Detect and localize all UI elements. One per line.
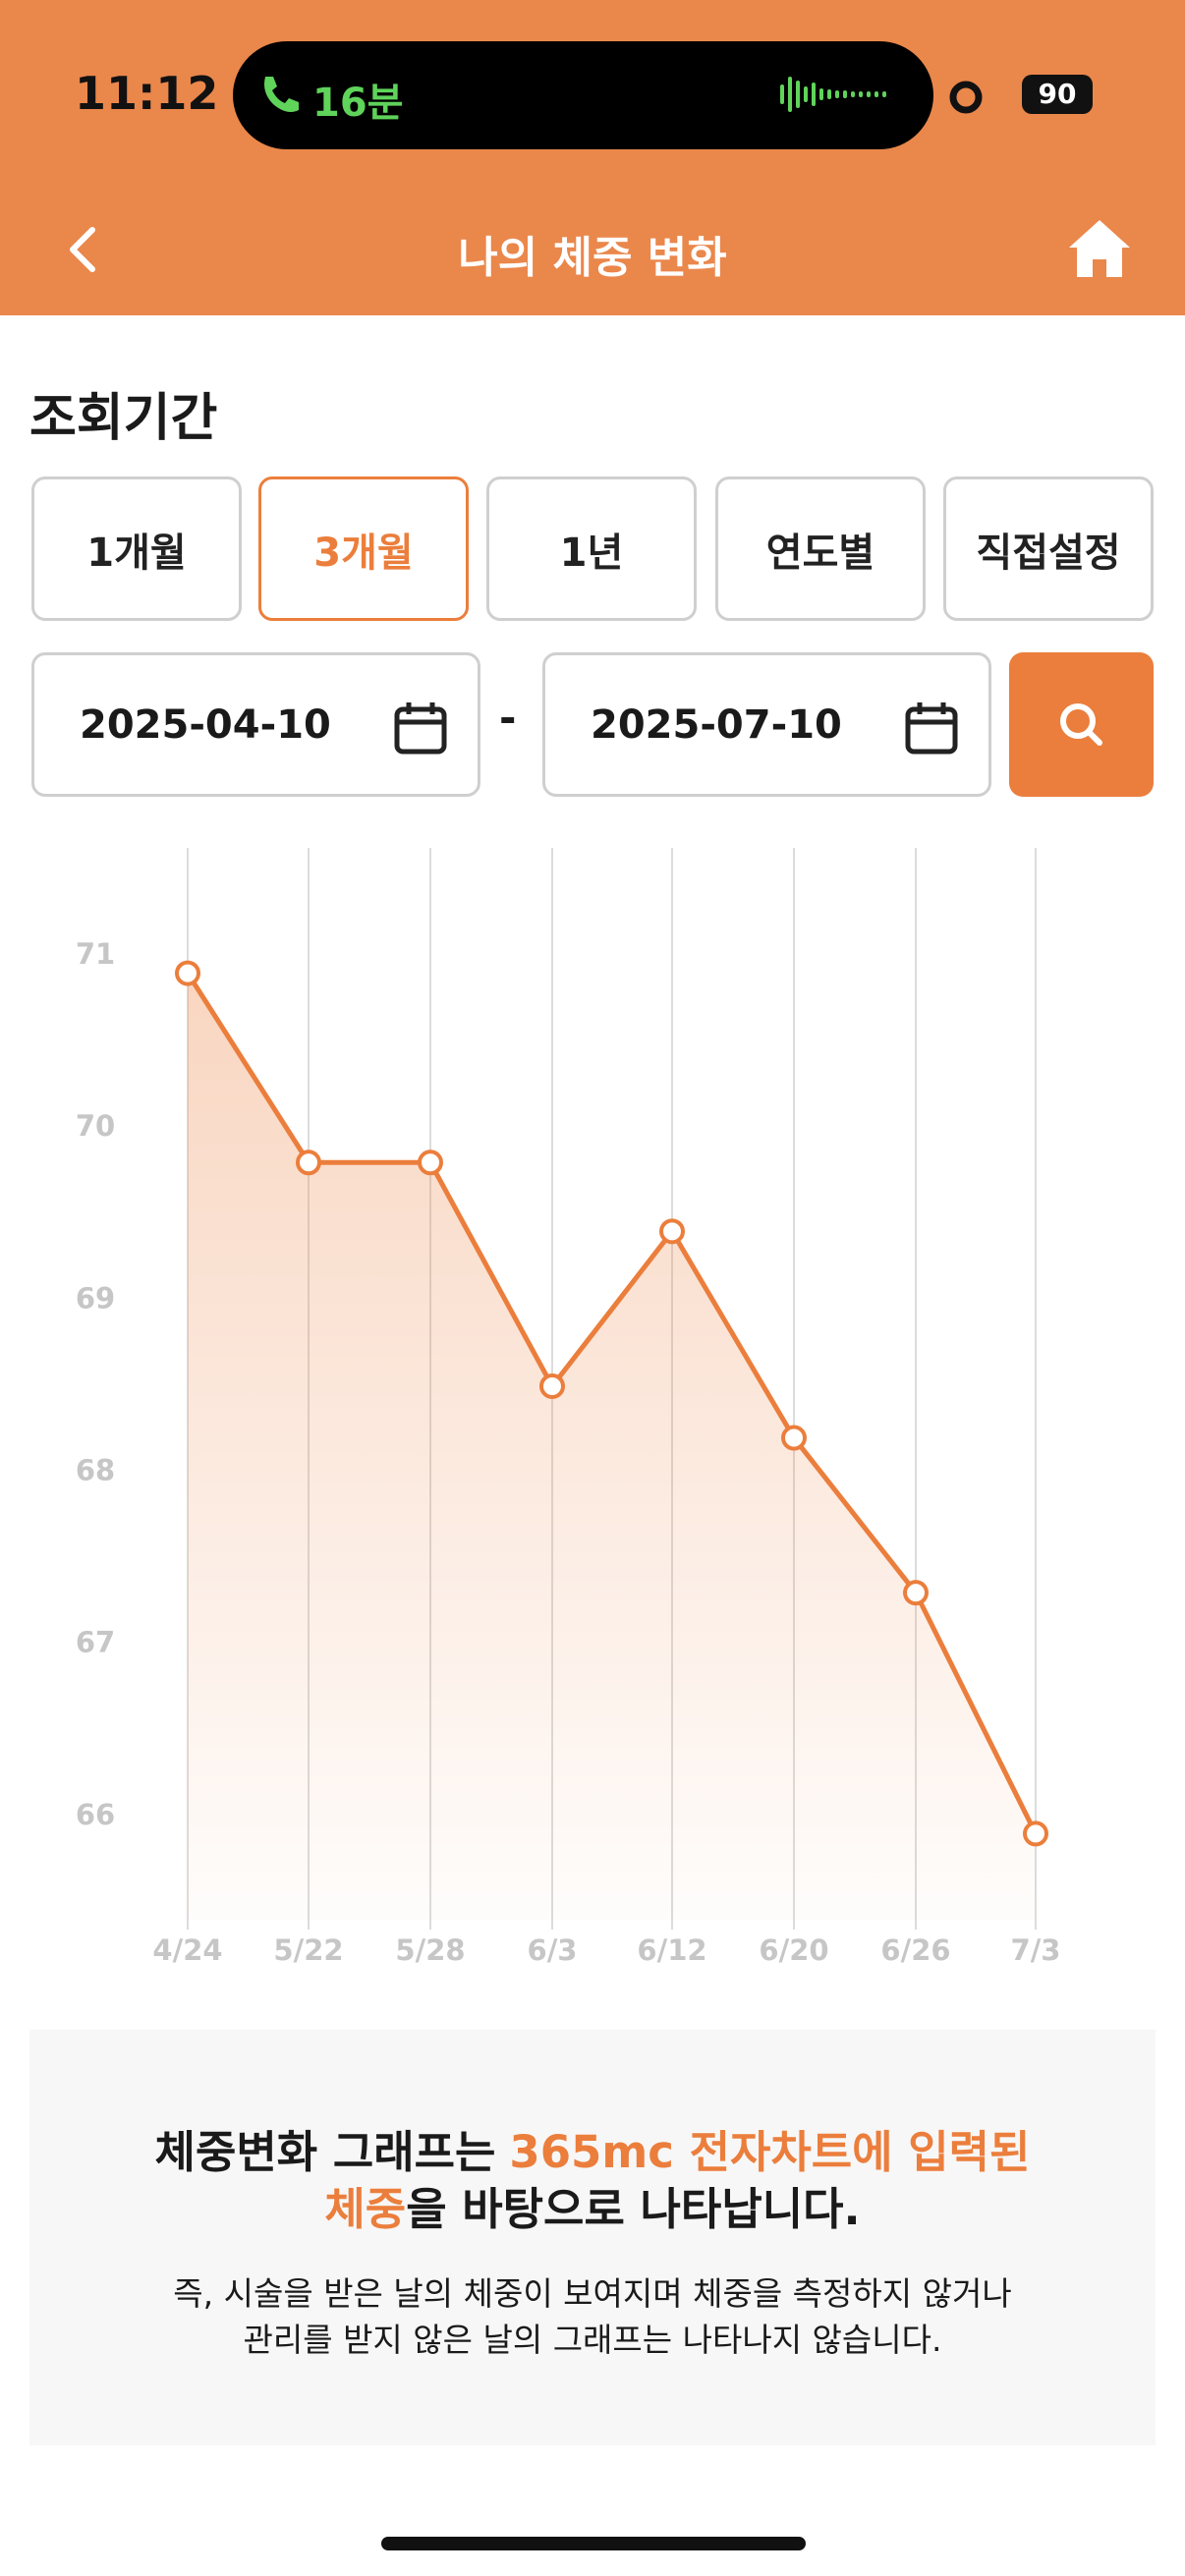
x-tick-label: 6/26 bbox=[880, 1933, 950, 1967]
weight-chart: 66 67 68 69 70 71 4/24 5/22 5/28 6/3 6/12 6/20 6/26 7… bbox=[76, 848, 1061, 1967]
x-tick-label: 7/3 bbox=[1011, 1933, 1061, 1967]
x-tick-label: 6/3 bbox=[528, 1933, 578, 1967]
x-tick-label: 6/12 bbox=[637, 1933, 706, 1967]
point bbox=[659, 1218, 685, 1245]
notice-box: 체중변화 그래프는 365mc 전자차트에 입력된 체중을 바탕으로 나타납니다. 즉… bbox=[29, 2030, 1156, 2445]
line bbox=[185, 972, 1039, 1835]
recording-dot bbox=[949, 81, 983, 114]
highlight-text: 365mc 전자차트에 입력된 bbox=[509, 2126, 1031, 2178]
end-date-text: 2025-07-10 bbox=[591, 701, 842, 748]
headline-text: 을 바탕으로 나타납니다. bbox=[406, 2183, 861, 2235]
period-option[interactable]: 연도별 bbox=[715, 476, 926, 621]
status-time: 11:12 bbox=[75, 67, 219, 120]
x-tick-label: 5/28 bbox=[395, 1933, 465, 1967]
period-option[interactable]: 3개월 bbox=[258, 476, 469, 621]
point bbox=[539, 1372, 565, 1399]
back-button[interactable] bbox=[59, 222, 108, 277]
page-title: 나의 체중 변화 bbox=[458, 233, 727, 283]
point bbox=[175, 960, 200, 986]
start-date[interactable]: 2025-04-10 bbox=[31, 652, 480, 797]
notice-body: 관리를 받지 않은 날의 그래프는 나타나지 않습니다. bbox=[243, 2321, 942, 2359]
period-option[interactable]: 1년 bbox=[486, 476, 697, 621]
x-tick-label: 4/24 bbox=[152, 1933, 222, 1967]
point bbox=[296, 1149, 321, 1176]
x-tick-label: 6/20 bbox=[759, 1933, 828, 1967]
point bbox=[1023, 1820, 1048, 1847]
calendar-icon bbox=[905, 702, 958, 755]
y-tick-label: 67 bbox=[76, 1626, 115, 1659]
call-duration: 16분 bbox=[312, 81, 404, 126]
y-tick-label: 68 bbox=[76, 1454, 115, 1487]
calendar-icon bbox=[394, 702, 447, 755]
start-date-text: 2025-04-10 bbox=[80, 701, 331, 748]
point bbox=[781, 1425, 807, 1451]
search-button[interactable] bbox=[1009, 652, 1154, 797]
point bbox=[418, 1149, 443, 1176]
point bbox=[903, 1580, 929, 1606]
home-button[interactable] bbox=[1067, 218, 1132, 279]
search-icon bbox=[1060, 703, 1102, 746]
date-separator: - bbox=[499, 694, 517, 742]
phone-icon bbox=[264, 77, 299, 112]
y-tick-label: 69 bbox=[76, 1281, 115, 1315]
x-tick-label: 5/22 bbox=[273, 1933, 343, 1967]
area bbox=[188, 973, 1036, 1920]
battery: 90 bbox=[1022, 75, 1093, 114]
dynamic-island bbox=[233, 41, 933, 149]
period-option[interactable]: 1개월 bbox=[31, 476, 242, 621]
end-date[interactable]: 2025-07-10 bbox=[542, 652, 991, 797]
y-tick-label: 66 bbox=[76, 1798, 115, 1831]
notice-headline: 체중변화 그래프는 365mc 전자차트에 입력된 bbox=[29, 2116, 1156, 2180]
y-tick-label: 71 bbox=[76, 937, 115, 971]
y-tick-label: 70 bbox=[76, 1109, 115, 1143]
notice-headline: 체중을 바탕으로 나타납니다. bbox=[29, 2173, 1156, 2237]
headline-text: 체중변화 그래프는 bbox=[154, 2126, 496, 2178]
period-label: 조회기간 bbox=[29, 389, 218, 448]
notice-body: 즉, 시술을 받은 날의 체중이 보여지며 체중을 측정하지 않거나 bbox=[173, 2274, 1012, 2313]
waveform bbox=[780, 77, 886, 112]
home-indicator bbox=[381, 2537, 806, 2550]
highlight-text: 체중 bbox=[324, 2183, 407, 2235]
period-option[interactable]: 직접설정 bbox=[943, 476, 1154, 621]
